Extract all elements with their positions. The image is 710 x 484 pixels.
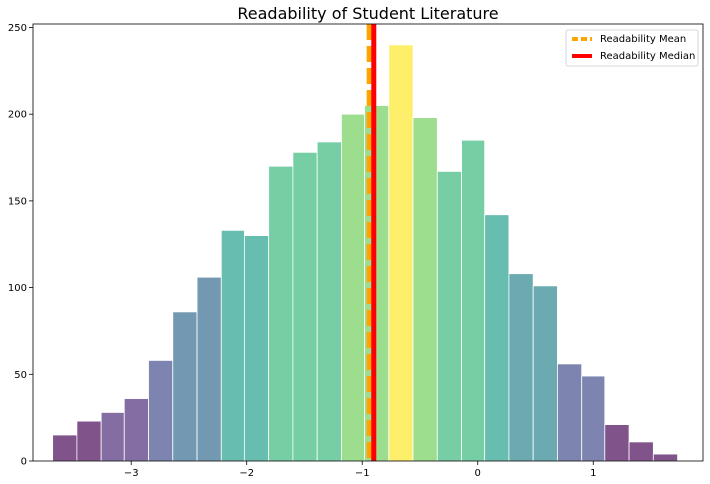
histogram-bar (412, 117, 438, 462)
y-tick-label: 150 (8, 196, 27, 207)
histogram-bar (100, 412, 125, 462)
histogram-bar (484, 214, 510, 462)
histogram-bar (581, 375, 606, 462)
histogram-bar (628, 441, 654, 462)
x-axis: −3 −2 −1 0 1 (124, 461, 596, 479)
histogram-bar (508, 273, 534, 462)
histogram-bar (652, 453, 678, 462)
histogram-bar (341, 113, 365, 462)
legend-box (565, 29, 699, 67)
x-tick-label: 1 (590, 468, 596, 479)
y-tick-label: 0 (21, 457, 27, 468)
histogram-bar (557, 363, 583, 462)
histogram-bar (243, 235, 270, 462)
histogram-bar (436, 170, 462, 462)
y-tick-label: 50 (14, 370, 27, 381)
histogram-bar (292, 151, 318, 462)
x-tick-label: −2 (239, 468, 254, 479)
histogram-bar (532, 285, 558, 462)
x-tick-label: −3 (124, 468, 139, 479)
y-axis: 0 50 100 150 200 250 (8, 23, 33, 468)
histogram-bar (268, 165, 294, 462)
plot-frame (32, 23, 704, 462)
histogram-bar (172, 311, 198, 462)
reference-lines-group (366, 24, 377, 461)
histogram-bar (196, 276, 222, 462)
y-tick-label: 200 (8, 110, 27, 121)
histogram-bar (604, 424, 630, 462)
x-tick-label: −1 (355, 468, 370, 479)
histogram-bar (123, 398, 149, 462)
y-tick-label: 100 (8, 283, 27, 294)
histogram-bar (316, 141, 342, 462)
histogram-bar (388, 44, 414, 462)
bars-group (52, 44, 678, 462)
x-tick-label: 0 (475, 468, 481, 479)
legend: Readability Mean Readability Median (565, 29, 699, 67)
chart-title: Readability of Student Literature (237, 4, 498, 23)
histogram-bar (52, 434, 78, 462)
histogram-bar (148, 360, 174, 462)
y-tick-label: 250 (8, 23, 27, 34)
histogram-bar (220, 229, 245, 462)
legend-median-label: Readability Median (600, 51, 695, 62)
histogram-bar (76, 420, 102, 462)
histogram-bar (461, 139, 486, 462)
legend-mean-label: Readability Mean (600, 34, 686, 45)
